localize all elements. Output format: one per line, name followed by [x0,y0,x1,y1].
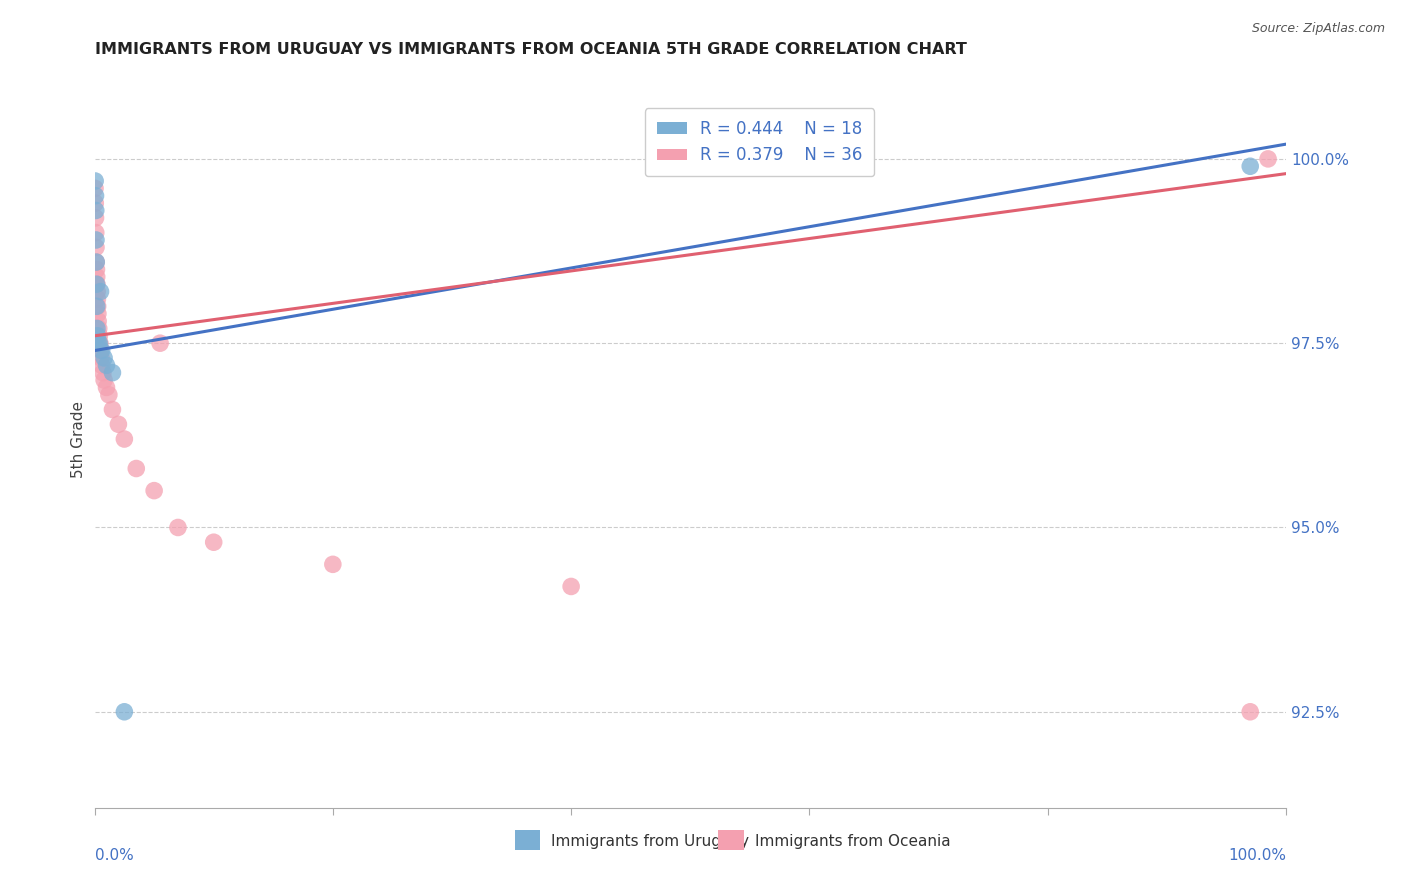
Point [322,558,344,572]
Point [149,336,172,351]
Point [90,359,112,373]
Point [86,262,108,277]
Point [101,366,124,380]
Point [86,277,108,292]
Point [86,299,108,313]
Text: Immigrants from Uruguay: Immigrants from Uruguay [551,834,749,849]
Point [84,240,107,254]
Point [1239,705,1261,719]
Point [89,336,111,351]
Text: IMMIGRANTS FROM URUGUAY VS IMMIGRANTS FROM OCEANIA 5TH GRADE CORRELATION CHART: IMMIGRANTS FROM URUGUAY VS IMMIGRANTS FR… [94,42,966,57]
Point [112,432,135,446]
Point [84,188,107,202]
Point [143,483,166,498]
Point [84,233,107,247]
Y-axis label: 5th Grade: 5th Grade [72,401,86,477]
Text: Source: ZipAtlas.com: Source: ZipAtlas.com [1251,22,1385,36]
Text: 100.0%: 100.0% [1227,847,1286,863]
Point [91,366,114,380]
Point [84,226,107,240]
Point [101,402,124,417]
Point [86,269,108,284]
Point [86,285,108,299]
Point [84,203,107,218]
Point [84,255,107,269]
Point [93,373,115,387]
Point [87,307,110,321]
Point [86,299,108,313]
Point [1257,152,1279,166]
Point [90,343,112,358]
Text: Immigrants from Oceania: Immigrants from Oceania [755,834,950,849]
Point [125,461,148,475]
Point [89,336,111,351]
Point [93,351,115,365]
Point [84,196,107,211]
Point [112,705,135,719]
Point [84,174,107,188]
Point [90,285,112,299]
Legend: R = 0.444    N = 18, R = 0.379    N = 36: R = 0.444 N = 18, R = 0.379 N = 36 [645,108,875,176]
Point [167,520,190,534]
Point [202,535,225,549]
Point [84,211,107,225]
Point [84,181,107,195]
Point [86,277,108,292]
Point [89,328,111,343]
Point [86,292,108,306]
Point [560,579,582,593]
Point [90,351,112,365]
Point [97,388,120,402]
Point [96,380,118,394]
Point [87,321,110,335]
Point [90,343,112,358]
Point [107,417,129,432]
Point [86,321,108,335]
Point [87,314,110,328]
Point [96,359,118,373]
Point [84,255,107,269]
Text: 0.0%: 0.0% [94,847,134,863]
Point [1239,159,1261,173]
Point [86,328,108,343]
Point [87,336,110,351]
